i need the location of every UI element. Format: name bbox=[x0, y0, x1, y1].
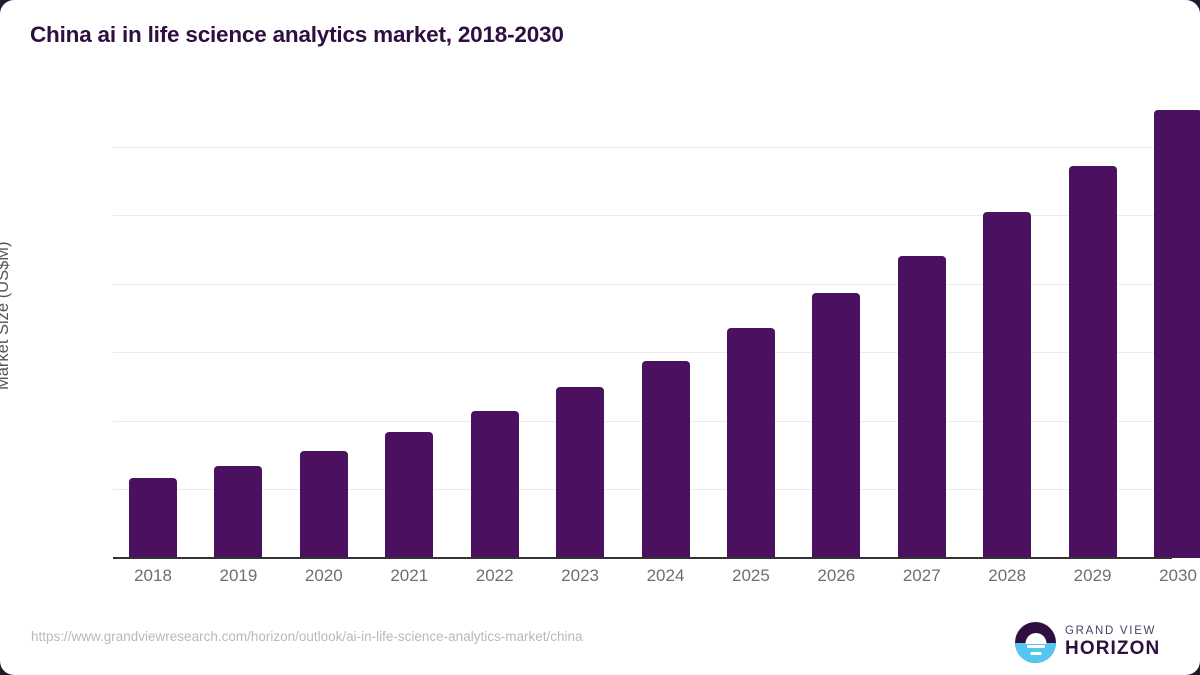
bar[interactable] bbox=[470, 411, 519, 558]
logo-wordmark: GRAND VIEW HORIZON bbox=[1065, 624, 1160, 659]
logo-ray-long-shape bbox=[1026, 645, 1045, 649]
bar[interactable] bbox=[214, 466, 263, 558]
bar[interactable] bbox=[1068, 165, 1117, 558]
bar-series bbox=[113, 100, 1200, 558]
gridline bbox=[113, 146, 1172, 148]
bar[interactable] bbox=[556, 386, 605, 558]
logo-ray-short-shape bbox=[1030, 651, 1041, 655]
x-axis-line bbox=[113, 557, 1172, 559]
x-tick-label: 2027 bbox=[902, 566, 941, 585]
logo-sun-dome-shape bbox=[1025, 633, 1046, 644]
x-tick-label: 2026 bbox=[817, 566, 856, 585]
x-tick-label: 2024 bbox=[646, 566, 685, 585]
bar[interactable] bbox=[299, 451, 348, 558]
bar[interactable] bbox=[897, 256, 946, 558]
x-tick-label: 2019 bbox=[219, 566, 258, 585]
source-url[interactable]: https://www.grandviewresearch.com/horizo… bbox=[31, 629, 583, 644]
x-tick-label: 2023 bbox=[561, 566, 599, 585]
x-tick-label: 2022 bbox=[475, 566, 514, 585]
y-axis-label: Market Size (US$M) bbox=[0, 241, 12, 390]
gridline bbox=[113, 215, 1172, 217]
bar[interactable] bbox=[385, 431, 434, 558]
gridline bbox=[113, 352, 1172, 354]
x-tick-label: 2028 bbox=[988, 566, 1027, 585]
x-tick-label: 2030 bbox=[1159, 566, 1197, 585]
x-tick-label: 2018 bbox=[134, 566, 172, 585]
bar[interactable] bbox=[129, 478, 177, 558]
page-title: China ai in life science analytics marke… bbox=[30, 22, 564, 47]
x-tick-label: 2029 bbox=[1073, 566, 1112, 585]
bar[interactable] bbox=[812, 293, 861, 558]
bar[interactable] bbox=[726, 327, 775, 558]
horizon-sun-circle-icon bbox=[1015, 622, 1056, 663]
x-tick-label: 2020 bbox=[304, 566, 343, 585]
logo-text-horizon: HORIZON bbox=[1065, 638, 1161, 659]
x-tick-label: 2025 bbox=[731, 566, 770, 585]
grand-view-horizon-logo[interactable]: GRAND VIEW HORIZON bbox=[1015, 620, 1167, 664]
bar[interactable] bbox=[641, 360, 690, 558]
logo-text-grand-view: GRAND VIEW bbox=[1065, 625, 1157, 637]
bar[interactable] bbox=[1154, 109, 1200, 558]
plot-area: 0255075100125150 20182019202020212022202… bbox=[113, 100, 1200, 585]
bar[interactable] bbox=[983, 212, 1032, 558]
gridline bbox=[113, 283, 1172, 285]
x-tick-label: 2021 bbox=[390, 566, 429, 585]
